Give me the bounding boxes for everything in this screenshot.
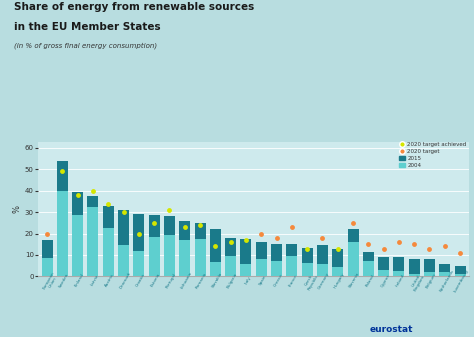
- Bar: [363, 252, 374, 276]
- Text: Portugal: Portugal: [165, 272, 177, 289]
- Text: Share of energy from renewable sources: Share of energy from renewable sources: [14, 2, 255, 12]
- Bar: [103, 228, 114, 276]
- Text: Latvia: Latvia: [90, 274, 100, 287]
- Bar: [42, 258, 53, 276]
- Text: United
Kingdom: United Kingdom: [410, 272, 426, 292]
- Text: Hungary: Hungary: [333, 272, 346, 289]
- Text: Ireland: Ireland: [395, 273, 406, 287]
- Bar: [179, 240, 190, 276]
- Bar: [286, 244, 297, 276]
- Bar: [271, 261, 282, 276]
- Text: Estonia: Estonia: [150, 273, 162, 288]
- Bar: [149, 215, 160, 276]
- Bar: [301, 248, 313, 276]
- Bar: [225, 256, 236, 276]
- Bar: [424, 272, 435, 276]
- Text: eurostat: eurostat: [370, 325, 413, 334]
- Bar: [88, 196, 99, 276]
- Bar: [240, 239, 251, 276]
- Text: France: France: [288, 273, 299, 287]
- Bar: [439, 272, 450, 276]
- Bar: [286, 256, 297, 276]
- Bar: [409, 274, 419, 276]
- Text: Finland: Finland: [74, 273, 85, 288]
- Text: Sweden: Sweden: [58, 272, 70, 288]
- Text: Slovakia: Slovakia: [211, 272, 223, 289]
- Bar: [424, 259, 435, 276]
- Text: in the EU Member States: in the EU Member States: [14, 22, 161, 32]
- Bar: [72, 192, 83, 276]
- Text: Bulgaria: Bulgaria: [227, 272, 238, 289]
- Text: Italy: Italy: [244, 276, 252, 285]
- Bar: [271, 244, 282, 276]
- Text: Czech
Republic: Czech Republic: [303, 272, 319, 291]
- Bar: [455, 274, 465, 276]
- Bar: [301, 263, 313, 276]
- Text: Germany: Germany: [318, 271, 331, 290]
- Bar: [332, 267, 343, 276]
- Bar: [164, 235, 175, 276]
- Bar: [210, 262, 221, 276]
- Bar: [149, 237, 160, 276]
- Text: Slovenia: Slovenia: [349, 272, 361, 289]
- Bar: [363, 262, 374, 276]
- Bar: [179, 221, 190, 276]
- Text: Denmark: Denmark: [119, 271, 132, 289]
- Text: Austria: Austria: [105, 273, 115, 288]
- Bar: [57, 191, 68, 276]
- Bar: [103, 206, 114, 276]
- Bar: [194, 223, 206, 276]
- Text: Croatia: Croatia: [135, 273, 146, 288]
- Bar: [378, 270, 389, 276]
- Text: Greece: Greece: [273, 273, 283, 288]
- Text: Romania: Romania: [195, 272, 208, 289]
- Bar: [88, 207, 99, 276]
- Bar: [347, 242, 358, 276]
- Bar: [133, 251, 145, 276]
- Bar: [378, 257, 389, 276]
- Legend: 2020 target achieved, 2020 target, 2015, 2004: 2020 target achieved, 2020 target, 2015,…: [400, 142, 466, 168]
- Bar: [317, 245, 328, 276]
- Bar: [225, 238, 236, 276]
- Bar: [256, 258, 267, 276]
- Bar: [118, 210, 129, 276]
- Text: Spain: Spain: [258, 274, 268, 286]
- Bar: [455, 266, 465, 276]
- Y-axis label: %: %: [13, 205, 22, 213]
- Text: Poland: Poland: [365, 273, 375, 287]
- Bar: [332, 248, 343, 276]
- Bar: [393, 257, 404, 276]
- Bar: [164, 216, 175, 276]
- Bar: [42, 240, 53, 276]
- Bar: [133, 214, 145, 276]
- Bar: [317, 264, 328, 276]
- Text: Luxembourg: Luxembourg: [454, 268, 470, 293]
- Bar: [194, 239, 206, 276]
- Text: Lithuania: Lithuania: [180, 271, 193, 289]
- Bar: [118, 245, 129, 276]
- Bar: [256, 242, 267, 276]
- Bar: [393, 271, 404, 276]
- Bar: [409, 259, 419, 276]
- Text: European
Union: European Union: [42, 271, 59, 292]
- Bar: [57, 161, 68, 276]
- Text: Netherlands: Netherlands: [438, 269, 455, 292]
- Text: Cyprus: Cyprus: [380, 273, 391, 288]
- Bar: [72, 215, 83, 276]
- Text: (in % of gross final energy consumption): (in % of gross final energy consumption): [14, 42, 157, 49]
- Bar: [240, 264, 251, 276]
- Text: Belgium: Belgium: [425, 272, 437, 289]
- Bar: [347, 229, 358, 276]
- Bar: [210, 229, 221, 276]
- Bar: [439, 264, 450, 276]
